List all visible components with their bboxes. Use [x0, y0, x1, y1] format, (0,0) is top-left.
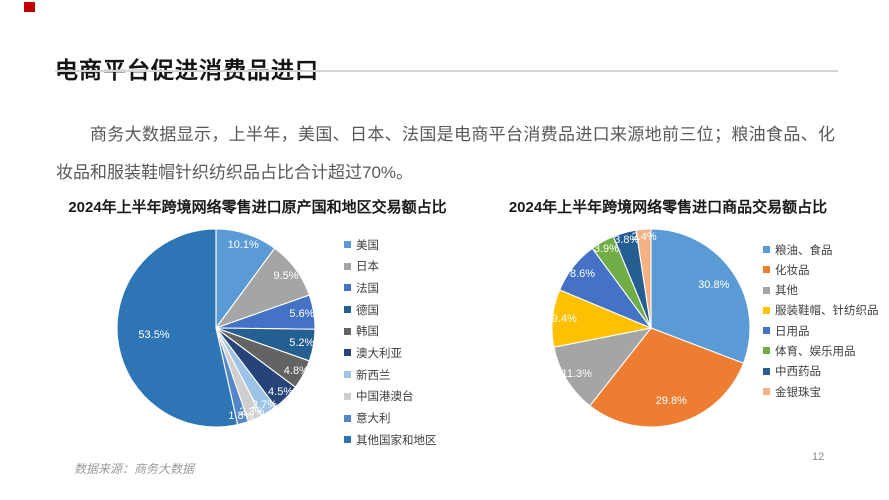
legend-item: 美国: [344, 238, 437, 252]
legend-label: 澳大利亚: [356, 347, 402, 360]
legend-item: 日用品: [763, 324, 879, 338]
legend-label: 日用品: [775, 325, 810, 338]
legend-item: 体育、娱乐用品: [763, 344, 879, 358]
pie-value-label: 8.6%: [569, 268, 596, 281]
legend-label: 化妆品: [775, 264, 810, 277]
legend-swatch: [344, 306, 351, 314]
legend-item: 中国港澳台: [344, 390, 437, 403]
pie-chart-origin-countries: 2024年上半年跨境网络零售进口原产国和地区交易额占比 10.1% 9.5% 5.6…: [55, 196, 460, 447]
pie-value-label: 10.1%: [227, 239, 259, 252]
legend-swatch: [344, 241, 351, 248]
body-text: 商务大数据显示，上半年，美国、日本、法国是电商平台消费品进口来源地前三位；粮油食…: [56, 125, 835, 182]
legend-swatch: [763, 266, 770, 274]
pie-slice: [117, 229, 239, 427]
legend-swatch: [344, 414, 351, 422]
legend-label: 意大利: [356, 413, 391, 425]
legend-label: 法国: [356, 282, 379, 295]
pie-value-label: 2.4%: [631, 231, 657, 244]
pie-value-label: 1.8%: [228, 409, 254, 422]
legend-swatch: [763, 388, 770, 396]
legend-swatch: [763, 306, 770, 314]
pie-value-label: 3.8%: [614, 234, 640, 247]
legend-label: 中国港澳台: [356, 391, 414, 404]
legend-swatch: [763, 367, 770, 375]
legend-label: 服装鞋帽、针纺织品: [775, 305, 879, 318]
pie-value-label: 2.3%: [239, 405, 265, 418]
legend-label: 中西药品: [775, 366, 821, 379]
legend-label: 韩国: [356, 326, 379, 339]
accent-mark: [24, 2, 35, 12]
legend-swatch: [763, 327, 770, 335]
pie-slice: [553, 327, 653, 407]
legend-label: 新西兰: [356, 369, 391, 382]
pie-value-label: 3.9%: [593, 242, 619, 255]
legend-item: 其他: [763, 284, 879, 297]
legend-item: 澳大利亚: [344, 346, 437, 360]
legend-item: 粮油、食品: [763, 243, 879, 257]
pie-value-label: 9.5%: [273, 270, 299, 283]
data-source-note: 数据来源：商务大数据: [74, 462, 195, 476]
legend-item: 化妆品: [763, 263, 879, 277]
pie-svg: [117, 229, 315, 427]
legend-label: 粮油、食品: [775, 244, 833, 257]
legend-swatch: [344, 327, 351, 335]
pie-chart-product-categories: 2024年上半年跨境网络零售进口商品交易额占比 30.8% 29.8% 11.3% 9…: [478, 196, 879, 427]
pie-value-label: 53.5%: [138, 328, 170, 341]
pie-value-label: 4.5%: [268, 386, 294, 399]
pie-slice: [635, 229, 652, 329]
pie-origin-countries: 10.1% 9.5% 5.6% 5.2% 4.8% 4.5% 2.7% 2.3% 1.8% 53.…: [117, 229, 315, 427]
legend-origin-countries: 美国日本法国德国韩国澳大利亚新西兰中国港澳台意大利其他国家和地区: [344, 238, 437, 455]
legend-swatch: [344, 349, 351, 357]
legend-label: 其他国家和地区: [356, 434, 437, 447]
legend-swatch: [763, 246, 770, 253]
legend-swatch: [763, 347, 770, 355]
legend-label: 金银珠宝: [775, 386, 821, 399]
legend-item: 中西药品: [763, 365, 879, 378]
pie-value-label: 4.8%: [283, 364, 309, 377]
page-title: 电商平台促进消费品进口: [55, 57, 319, 84]
legend-swatch: [344, 436, 351, 444]
legend-item: 意大利: [344, 412, 437, 425]
pie-product-categories: 30.8% 29.8% 11.3% 9.4% 8.6% 3.9% 3.8% 2.4%: [552, 229, 750, 427]
legend-label: 其他: [775, 285, 798, 298]
page-number: 12: [812, 451, 825, 463]
legend-label: 日本: [356, 261, 379, 274]
legend-item: 金银珠宝: [763, 385, 879, 399]
pie-value-label: 5.6%: [289, 307, 315, 320]
legend-item: 新西兰: [344, 368, 437, 382]
pie-svg: [552, 229, 750, 427]
legend-swatch: [763, 286, 770, 294]
title-divider: [55, 70, 838, 72]
legend-swatch: [344, 262, 351, 270]
legend-item: 法国: [344, 281, 437, 295]
legend-label: 美国: [356, 239, 379, 252]
legend-product-categories: 粮油、食品化妆品其他服装鞋帽、针纺织品 日用品体育、娱乐用品 中西药品金银珠宝: [763, 243, 879, 405]
pie-value-label: 5.2%: [289, 337, 315, 350]
legend-swatch: [344, 284, 351, 292]
pie-slice: [589, 327, 745, 427]
legend-item: 服装鞋帽、针纺织品: [763, 304, 879, 317]
chart-title-origin-countries: 2024年上半年跨境网络零售进口原产国和地区交易额占比: [68, 199, 447, 216]
chart-title-product-categories: 2024年上半年跨境网络零售进口商品交易额占比: [508, 199, 828, 216]
legend-label: 体育、娱乐用品: [775, 345, 856, 358]
legend-swatch: [344, 392, 351, 400]
legend-item: 日本: [344, 260, 437, 273]
legend-swatch: [344, 371, 351, 379]
pie-value-label: 9.4%: [551, 313, 577, 326]
legend-item: 其他国家和地区: [344, 433, 437, 447]
pie-slice: [650, 229, 750, 364]
pie-value-label: 29.8%: [655, 395, 687, 408]
pie-value-label: 11.3%: [561, 367, 592, 380]
pie-value-label: 30.8%: [698, 278, 730, 291]
legend-item: 德国: [344, 303, 437, 317]
pie-value-label: 2.7%: [252, 399, 278, 412]
legend-label: 德国: [356, 304, 379, 317]
legend-item: 韩国: [344, 325, 437, 338]
